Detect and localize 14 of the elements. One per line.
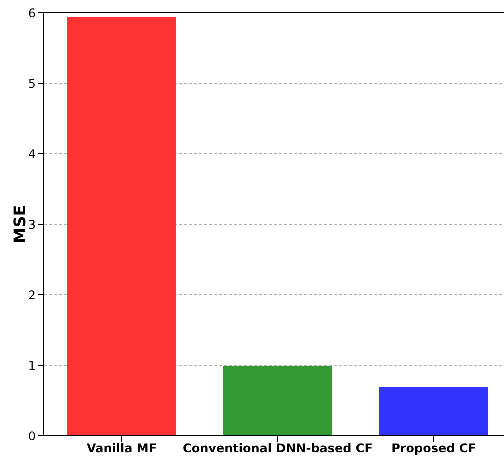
y-tick-label: 0 — [28, 429, 36, 444]
y-axis-title: MSE — [10, 205, 30, 244]
x-tick-label: Vanilla MF — [86, 442, 158, 456]
y-tick-label: 6 — [28, 6, 36, 20]
bar — [223, 366, 332, 436]
y-tick-label: 3 — [28, 218, 36, 232]
bar — [379, 387, 488, 436]
x-tick-label: Proposed CF — [392, 442, 476, 456]
bar — [67, 17, 176, 436]
y-tick-label: 5 — [28, 76, 36, 91]
x-tick-label: Conventional DNN-based CF — [183, 442, 373, 456]
y-tick-label: 4 — [28, 147, 36, 162]
y-tick-label: 1 — [28, 358, 36, 373]
y-tick-label: 2 — [28, 288, 36, 302]
